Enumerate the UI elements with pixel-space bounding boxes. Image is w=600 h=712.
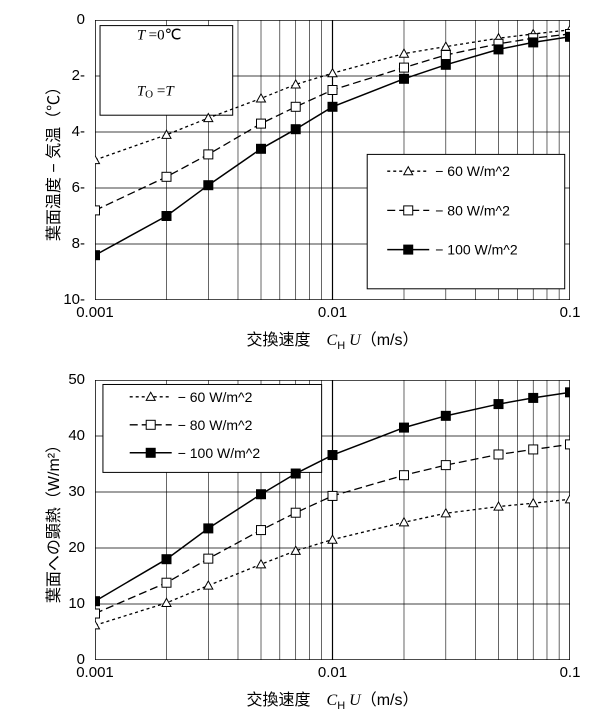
xtick-label: 0.1 <box>540 304 600 321</box>
bottom-chart: − 60 W/m^2 − 80 W/m^2 − 100 W/m^2 <box>95 380 570 660</box>
svg-text:TO =T: TO =T <box>137 84 176 101</box>
svg-text:− 80 W/m^2: − 80 W/m^2 <box>178 417 253 433</box>
bottom-xlabel: 交換速度 CH U（m/s） <box>95 686 570 712</box>
top-xlabel: 交換速度 CH U（m/s） <box>95 326 570 352</box>
svg-text:T =0℃: T =0℃ <box>137 28 182 44</box>
xtick-label: 0.01 <box>303 664 363 681</box>
svg-text:− 60 W/m^2: − 60 W/m^2 <box>178 389 253 405</box>
svg-text:− 100 W/m^2: − 100 W/m^2 <box>435 242 518 258</box>
xtick-label: 0.01 <box>303 304 363 321</box>
svg-text:− 60 W/m^2: − 60 W/m^2 <box>435 163 510 179</box>
top-ylabel: 葉面温度 − 気温（℃） <box>40 20 64 300</box>
xtick-label: 0.001 <box>65 304 125 321</box>
top-chart: − 60 W/m^2 − 80 W/m^2 − 100 W/m^2 T =0℃ TO =… <box>95 20 570 300</box>
xtick-label: 0.001 <box>65 664 125 681</box>
svg-text:− 80 W/m^2: − 80 W/m^2 <box>435 202 510 218</box>
top-chart-svg: − 60 W/m^2 − 80 W/m^2 − 100 W/m^2 T =0℃ TO =… <box>95 20 570 300</box>
xtick-label: 0.1 <box>540 664 600 681</box>
bottom-ylabel: 葉面への顕熱（W/m²） <box>40 380 64 660</box>
bottom-chart-svg: − 60 W/m^2 − 80 W/m^2 − 100 W/m^2 <box>95 380 570 660</box>
svg-text:− 100 W/m^2: − 100 W/m^2 <box>178 445 261 461</box>
